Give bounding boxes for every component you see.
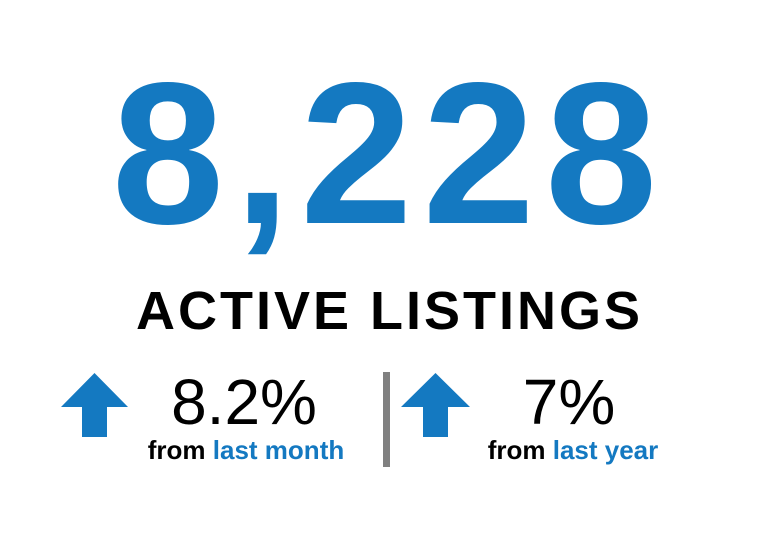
caption-period: last month (212, 435, 345, 465)
arrow-up-icon (61, 373, 128, 437)
arrow-up-icon (401, 373, 470, 437)
month-change-caption: from last month (120, 437, 372, 463)
active-listings-label: ACTIVE LISTINGS (135, 281, 644, 341)
caption-prefix: from (147, 435, 206, 465)
caption-period: last year (552, 435, 659, 465)
year-change-caption: from last year (462, 437, 684, 463)
month-change-value: 8.2% (171, 366, 317, 438)
divider (383, 372, 390, 467)
year-change-value: 7% (522, 366, 616, 438)
active-listings-count: 8,228 (111, 40, 668, 266)
caption-prefix: from (487, 435, 546, 465)
